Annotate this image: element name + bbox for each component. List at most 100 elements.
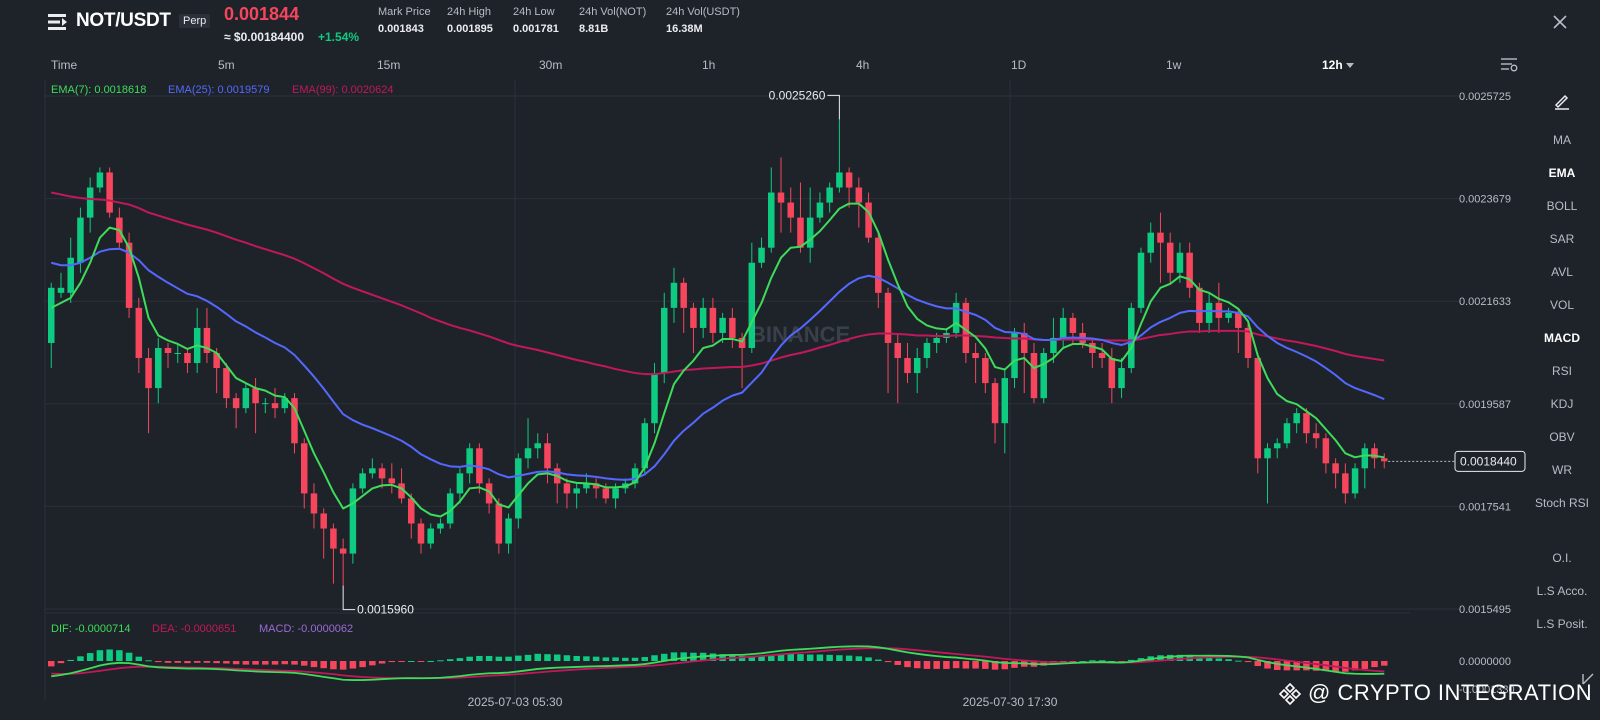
candle-body [106,172,113,213]
macd-bar [456,658,464,661]
tab-30m[interactable]: 30m [539,58,563,72]
candle-body [1303,413,1310,434]
tab-1w[interactable]: 1w [1166,58,1182,72]
macd-bar [1273,661,1281,670]
indicator-wr[interactable]: WR [1552,463,1572,477]
candle-body [1361,448,1369,469]
candle-body [271,403,279,409]
candle-body [836,172,843,188]
macd-bar [271,661,279,665]
macd-bar [592,656,600,661]
indicator-boll[interactable]: BOLL [1546,199,1578,213]
indicator-ma[interactable]: MA [1553,133,1571,147]
candle-body [125,242,133,308]
candle-body [495,503,503,544]
candle-body [349,488,357,554]
close-icon[interactable] [1552,14,1568,30]
tab-15m[interactable]: 15m [377,58,401,72]
candle-body [281,398,289,409]
time-axis-label: 2025-07-03 05:30 [468,695,563,709]
indicator-avl[interactable]: AVL [1551,265,1573,279]
candle-body [145,358,152,389]
macd-bar [291,661,298,665]
contract-badge: Perp [179,14,211,28]
macd-bar [1089,660,1096,662]
macd-dif-legend: DIF: -0.0000714 [51,623,131,635]
candle-body [155,347,162,389]
macd-tick-label: 0.0000000 [1459,656,1511,668]
candle-body [583,483,590,489]
macd-bar [612,657,619,661]
candle-body [86,187,94,218]
macd-bar [300,661,308,666]
ema99-legend: EMA(99): 0.0020624 [292,84,394,96]
tab-12h[interactable]: 12h [1322,58,1343,72]
ema7-line [50,202,1385,518]
macd-bar [359,661,366,668]
indicator-obv[interactable]: OBV [1549,430,1575,444]
macd-bar [544,654,551,661]
tab-time[interactable]: Time [51,58,78,72]
macd-bar [223,661,230,664]
candle-body [1069,317,1077,333]
macd-bar [1303,661,1310,671]
macd-bar [1342,661,1349,672]
time-axis-label: 2025-07-30 17:30 [963,695,1058,709]
macd-bar [991,661,999,670]
macd-bar [262,661,269,665]
candle-body [738,337,746,348]
candle-body [1186,252,1193,288]
macd-bar [1098,660,1106,662]
macd-bar [758,655,765,661]
candle-body [378,468,386,479]
pencil-icon[interactable] [1553,92,1571,110]
macd-bar [252,661,259,665]
macd-bar [116,650,123,661]
macd-bar [1225,659,1232,661]
candle-body [1205,302,1213,323]
candle-body [651,373,658,424]
candle-body [1312,433,1320,439]
macd-bar [875,659,882,661]
indicator-o-i-[interactable]: O.I. [1552,551,1572,565]
indicator-l-s-posit-[interactable]: L.S Posit. [1536,617,1588,631]
indicator-ema[interactable]: EMA [1548,166,1576,180]
indicator-sar[interactable]: SAR [1549,232,1575,246]
indicator-rsi[interactable]: RSI [1551,364,1572,378]
indicator-stoch-rsi[interactable]: Stoch RSI [1534,496,1590,510]
tab-1h[interactable]: 1h [702,58,716,72]
candle-body [1235,312,1242,328]
resize-icon[interactable] [1581,672,1595,686]
menu-icon[interactable] [48,12,68,32]
candle-body [962,302,970,354]
candle-body [57,287,65,293]
macd-bar [135,656,143,661]
candle-body [933,337,940,343]
candle-body [505,518,512,544]
indicator-vol[interactable]: VOL [1549,298,1574,312]
candle-body [641,423,649,469]
macd-bar [1244,661,1252,663]
macd-bar [1371,661,1378,668]
chart-settings-icon[interactable] [1500,56,1518,72]
candle-body [262,403,269,405]
indicator-kdj[interactable]: KDJ [1550,397,1574,411]
macd-bar [193,661,201,663]
macd-bar [398,661,405,662]
indicator-l-s-acco-[interactable]: L.S Acco. [1536,584,1588,598]
macd-bar [777,653,785,661]
macd-bar [388,661,396,663]
chevron-down-icon[interactable] [1346,63,1354,68]
indicator-macd[interactable]: MACD [1544,331,1580,345]
tab-4h[interactable]: 4h [856,58,870,72]
candle-body [748,262,756,348]
candle-body [797,217,804,248]
candle-body [223,368,230,399]
tab-5m[interactable]: 5m [218,58,235,72]
tab-1d[interactable]: 1D [1011,58,1027,72]
macd-bar [943,661,950,669]
candle-body [1283,423,1291,444]
trading-pair[interactable]: NOT/USDT [76,10,171,31]
price-change: +1.54% [318,30,360,44]
